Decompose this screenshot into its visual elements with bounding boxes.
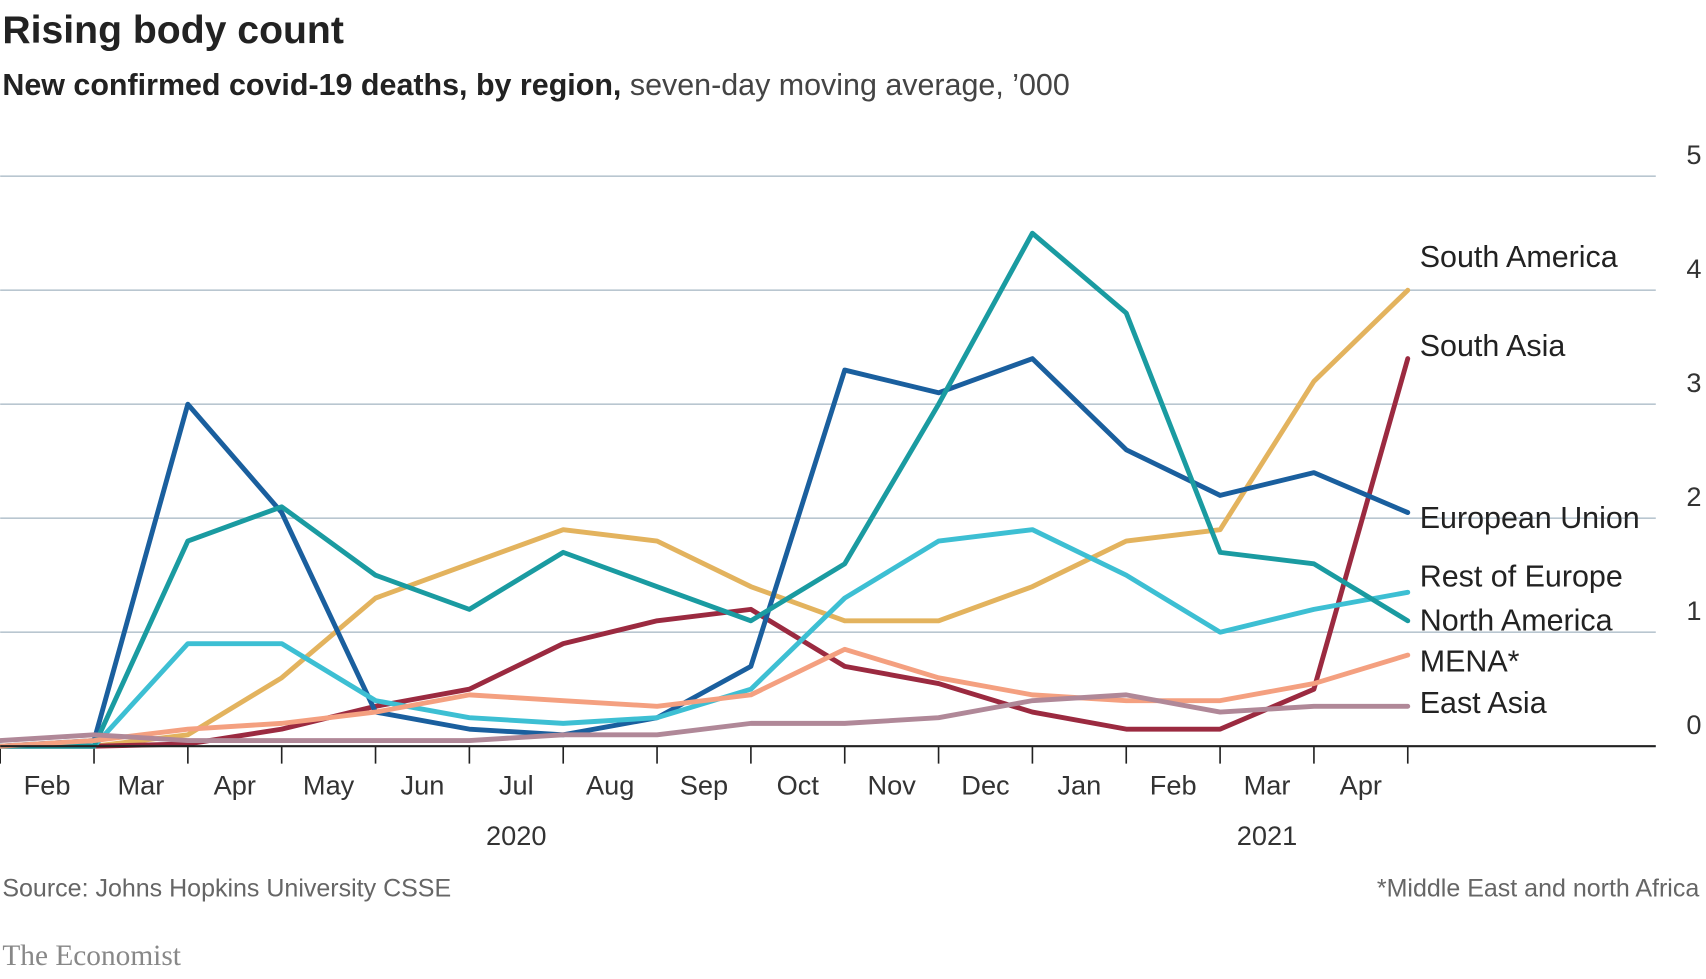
- y-tick-label: 5: [1686, 139, 1701, 170]
- x-tick-label: Aug: [586, 770, 634, 801]
- footnote: *Middle East and north Africa: [1377, 874, 1699, 902]
- subtitle-detail: seven-day moving average, ’000: [630, 68, 1070, 102]
- series-line: [0, 692, 1411, 744]
- x-tick-label: Jun: [401, 770, 445, 801]
- x-tick-label: Dec: [961, 770, 1009, 801]
- y-tick-label: 0: [1686, 709, 1701, 740]
- chart-subtitle: New confirmed covid-19 deaths, by region…: [2, 68, 1069, 102]
- subtitle-main: New confirmed covid-19 deaths, by region…: [2, 68, 621, 102]
- legend-label: South Asia: [1420, 329, 1566, 363]
- series-line: [0, 356, 1411, 749]
- legend-label: MENA*: [1420, 645, 1520, 679]
- series-line: [0, 356, 1411, 749]
- year-label: 2020: [486, 820, 546, 851]
- x-tick-label: Feb: [24, 770, 71, 801]
- x-tick-label: Sep: [680, 770, 728, 801]
- x-tick-label: Oct: [777, 770, 820, 801]
- series-line: [0, 287, 1411, 749]
- legend-label: Rest of Europe: [1420, 560, 1623, 594]
- x-tick-label: Feb: [1150, 770, 1197, 801]
- y-tick-label: 3: [1686, 367, 1701, 398]
- y-tick-label: 4: [1686, 253, 1701, 284]
- source: Source: Johns Hopkins University CSSE: [2, 874, 451, 902]
- x-tick-label: Mar: [1244, 770, 1291, 801]
- legend-label: North America: [1420, 603, 1613, 637]
- year-label: 2021: [1237, 820, 1297, 851]
- series-line: [0, 527, 1411, 749]
- x-tick-label: Apr: [1340, 770, 1382, 801]
- y-tick-label: 2: [1686, 481, 1701, 512]
- x-tick-label: Mar: [118, 770, 165, 801]
- brand: The Economist: [2, 940, 181, 972]
- x-tick-label: May: [303, 770, 355, 801]
- x-tick-label: Nov: [867, 770, 916, 801]
- legend-label: South America: [1420, 240, 1618, 274]
- legend-label: European Union: [1420, 501, 1640, 535]
- chart-title: Rising body count: [2, 9, 344, 52]
- series-line: [0, 230, 1411, 749]
- x-tick-label: Jul: [499, 770, 534, 801]
- x-tick-label: Jan: [1057, 770, 1101, 801]
- legend-label: East Asia: [1420, 686, 1547, 720]
- series-line: [0, 646, 1411, 749]
- x-tick-label: Apr: [214, 770, 256, 801]
- y-tick-label: 1: [1686, 595, 1701, 626]
